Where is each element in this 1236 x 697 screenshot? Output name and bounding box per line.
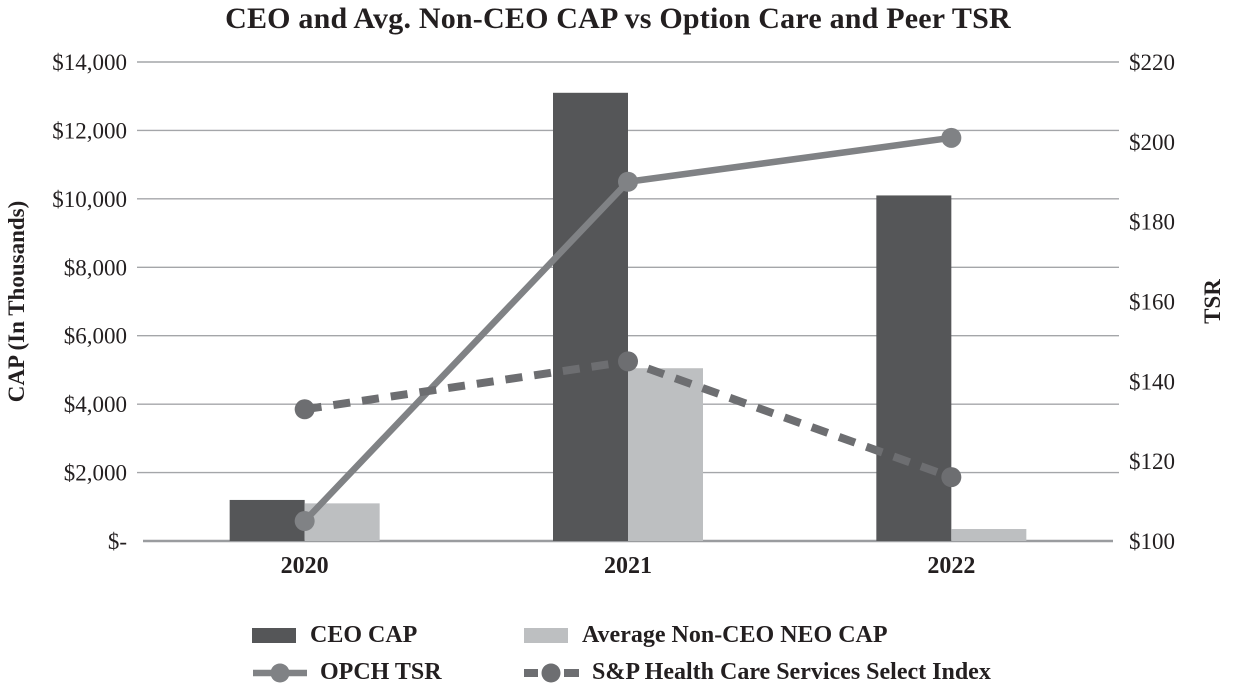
- left-axis-tick: $-: [108, 529, 127, 554]
- x-label-2022: 2022: [927, 553, 975, 579]
- right-axis-tick: $100: [1129, 529, 1175, 554]
- legend-label-ceo-cap: CEO CAP: [310, 622, 418, 648]
- right-axis-tick: $160: [1129, 290, 1175, 315]
- opch-tsr-marker-2022: [941, 127, 962, 148]
- peer-index-marker-2021: [618, 351, 638, 372]
- right-axis-title: TSR: [1200, 279, 1225, 324]
- right-axis-tick: $120: [1129, 449, 1175, 474]
- legend-item-nonceo-cap: Average Non-CEO NEO CAP: [524, 622, 991, 649]
- nonceo-cap-swatch-icon: [524, 628, 568, 643]
- legend-label-nonceo-cap: Average Non-CEO NEO CAP: [582, 622, 888, 648]
- left-axis-tick: $14,000: [52, 50, 127, 75]
- left-axis-tick: $4,000: [64, 392, 127, 417]
- opch-tsr-marker-2020: [294, 511, 315, 532]
- right-axis-tick: $200: [1129, 130, 1175, 155]
- bar-ceo-cap-2020: [229, 499, 305, 541]
- plot-area: $14,000 $12,000 $10,000 $8,000 $6,000 $4,000 $…: [4, 50, 1225, 579]
- legend-label-peer-index: S&P Health Care Services Select Index: [592, 659, 991, 685]
- left-axis-title: CAP (In Thousands): [4, 201, 29, 403]
- x-label-2020: 2020: [281, 553, 329, 579]
- legend-item-ceo-cap: CEO CAP: [252, 622, 524, 649]
- bar-ceo-cap-2022: [876, 195, 952, 541]
- opch-tsr-line-swatch-icon: [253, 663, 307, 682]
- x-label-2021: 2021: [604, 553, 652, 579]
- peer-index-marker-2020: [294, 399, 315, 420]
- bar-nonceo-cap-2022: [951, 529, 1027, 541]
- legend-label-opch-tsr: OPCH TSR: [320, 659, 442, 685]
- legend-item-peer-index: S&P Health Care Services Select Index: [524, 659, 991, 686]
- bar-nonceo-cap-2021: [628, 368, 703, 541]
- opch-tsr-marker-2021: [618, 171, 638, 192]
- left-axis-tick: $2,000: [64, 461, 127, 486]
- peer-index-marker-2022: [941, 467, 962, 488]
- chart-title: CEO and Avg. Non-CEO CAP vs Option Care …: [225, 2, 1011, 35]
- left-axis-tick: $6,000: [64, 324, 127, 349]
- legend-item-opch-tsr: OPCH TSR: [252, 659, 524, 686]
- right-axis-tick: $140: [1129, 369, 1175, 394]
- right-axis-tick: $180: [1129, 210, 1175, 235]
- peer-index-line-swatch-icon: [524, 663, 579, 682]
- left-axis-tick: $10,000: [52, 187, 127, 212]
- left-axis-tick: $8,000: [64, 255, 127, 280]
- legend: CEO CAP Average Non-CEO NEO CAP OPCH TSR…: [252, 622, 991, 686]
- ceo-cap-swatch-icon: [252, 628, 296, 643]
- bar-ceo-cap-2021: [553, 92, 628, 542]
- left-axis-tick: $12,000: [52, 118, 127, 143]
- right-axis-tick: $220: [1129, 50, 1175, 75]
